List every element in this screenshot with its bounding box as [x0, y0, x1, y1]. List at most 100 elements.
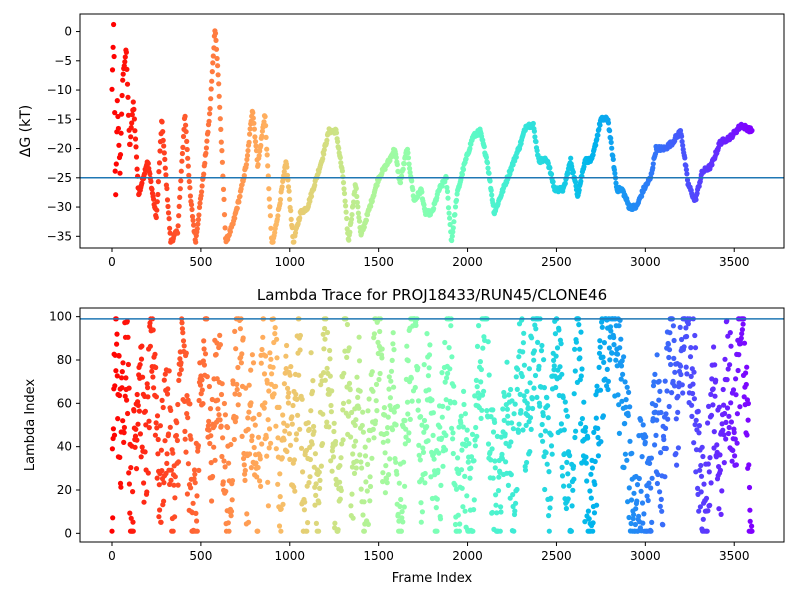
lambda-point — [589, 465, 596, 471]
lambda-point — [285, 400, 291, 406]
delta-g-point — [182, 113, 188, 119]
lambda-point — [322, 377, 328, 383]
lambda-point — [115, 416, 121, 422]
delta-g-point — [188, 202, 195, 208]
delta-g-point — [251, 120, 257, 126]
lambda-point — [310, 378, 316, 384]
lambda-point — [521, 330, 527, 336]
lambda-point — [518, 408, 524, 414]
lambda-point — [404, 399, 411, 405]
delta-g-point — [419, 189, 425, 195]
lambda-point — [747, 518, 753, 524]
lambda-point — [357, 452, 363, 458]
lambda-point — [523, 422, 529, 428]
lambda-point — [396, 480, 402, 486]
lambda-point — [373, 398, 379, 404]
lambda-point — [135, 421, 141, 427]
lambda-point — [291, 484, 297, 490]
delta-g-axes-frame — [79, 13, 785, 249]
lambda-point — [643, 434, 649, 440]
lambda-point — [672, 369, 678, 375]
lambda-point — [594, 383, 600, 389]
lambda-point — [728, 343, 734, 349]
lambda-point — [613, 357, 619, 363]
delta-g-point — [247, 131, 253, 137]
lambda-point — [548, 432, 554, 438]
lambda-point — [743, 381, 749, 388]
lambda-point — [449, 425, 455, 431]
delta-g-point — [312, 182, 318, 188]
delta-g-point — [682, 155, 688, 161]
delta-g-point — [160, 137, 166, 143]
delta-g-point — [145, 160, 151, 167]
lambda-point — [210, 473, 216, 480]
delta-g-point — [452, 204, 459, 210]
lambda-point — [744, 364, 750, 370]
lambda-point — [328, 409, 334, 415]
delta-g-point — [132, 136, 139, 142]
lambda-point — [261, 405, 267, 411]
delta-g-point — [277, 200, 283, 207]
delta-g-point — [444, 188, 451, 195]
delta-g-point — [124, 81, 131, 87]
lambda-point — [508, 472, 514, 478]
lambda-point — [447, 400, 454, 406]
lambda-point — [592, 458, 598, 465]
lambda-point — [415, 407, 421, 413]
lambda-point — [353, 465, 359, 471]
delta-g-y-tick-label: −25 — [47, 171, 72, 185]
lambda-point — [183, 350, 189, 356]
lambda-point — [707, 455, 713, 461]
lambda-point — [620, 371, 626, 377]
lambda-point — [429, 397, 435, 403]
lambda-point — [657, 489, 663, 495]
lambda-point — [296, 372, 302, 378]
lambda-point — [373, 381, 380, 387]
lambda-point — [420, 449, 427, 455]
lambda-point — [470, 528, 476, 534]
lambda-point — [559, 473, 566, 479]
delta-g-point — [161, 143, 167, 149]
lambda-point — [679, 336, 685, 343]
lambda-point — [220, 435, 226, 441]
lambda-point — [559, 464, 565, 470]
delta-g-point — [109, 86, 115, 92]
delta-g-point — [109, 67, 116, 73]
lambda-point — [537, 403, 543, 409]
lambda-point — [332, 520, 338, 526]
lambda-point — [663, 425, 669, 431]
lambda-point — [450, 430, 456, 436]
lambda-point — [733, 462, 740, 468]
lambda-point — [174, 420, 180, 426]
delta-g-point — [122, 54, 128, 60]
lambda-point — [662, 474, 668, 480]
delta-g-point — [164, 197, 171, 203]
delta-g-point — [215, 63, 221, 69]
lambda-point — [623, 404, 629, 410]
delta-g-point — [159, 119, 165, 125]
delta-g-x-tick-label: 2500 — [541, 255, 572, 269]
delta-g-point — [286, 188, 292, 194]
delta-g-point — [264, 146, 270, 152]
lambda-point — [585, 508, 592, 514]
lambda-point — [595, 434, 601, 441]
lambda-point — [725, 366, 731, 372]
lambda-point — [180, 338, 187, 344]
lambda-point — [109, 528, 115, 534]
lambda-point — [319, 441, 326, 447]
lambda-point — [617, 345, 623, 351]
lambda-point — [670, 323, 677, 329]
delta-g-point — [510, 162, 516, 168]
lambda-point — [564, 413, 571, 419]
delta-g-point — [439, 183, 445, 189]
delta-g-point — [149, 186, 155, 192]
lambda-point — [239, 351, 245, 357]
lambda-point — [121, 430, 127, 436]
delta-g-point — [199, 189, 205, 195]
lambda-point — [228, 513, 234, 519]
lambda-point — [521, 362, 528, 368]
lambda-point — [114, 341, 120, 347]
lambda-point — [747, 507, 753, 513]
lambda-point — [419, 422, 425, 428]
lambda-point — [515, 366, 521, 372]
